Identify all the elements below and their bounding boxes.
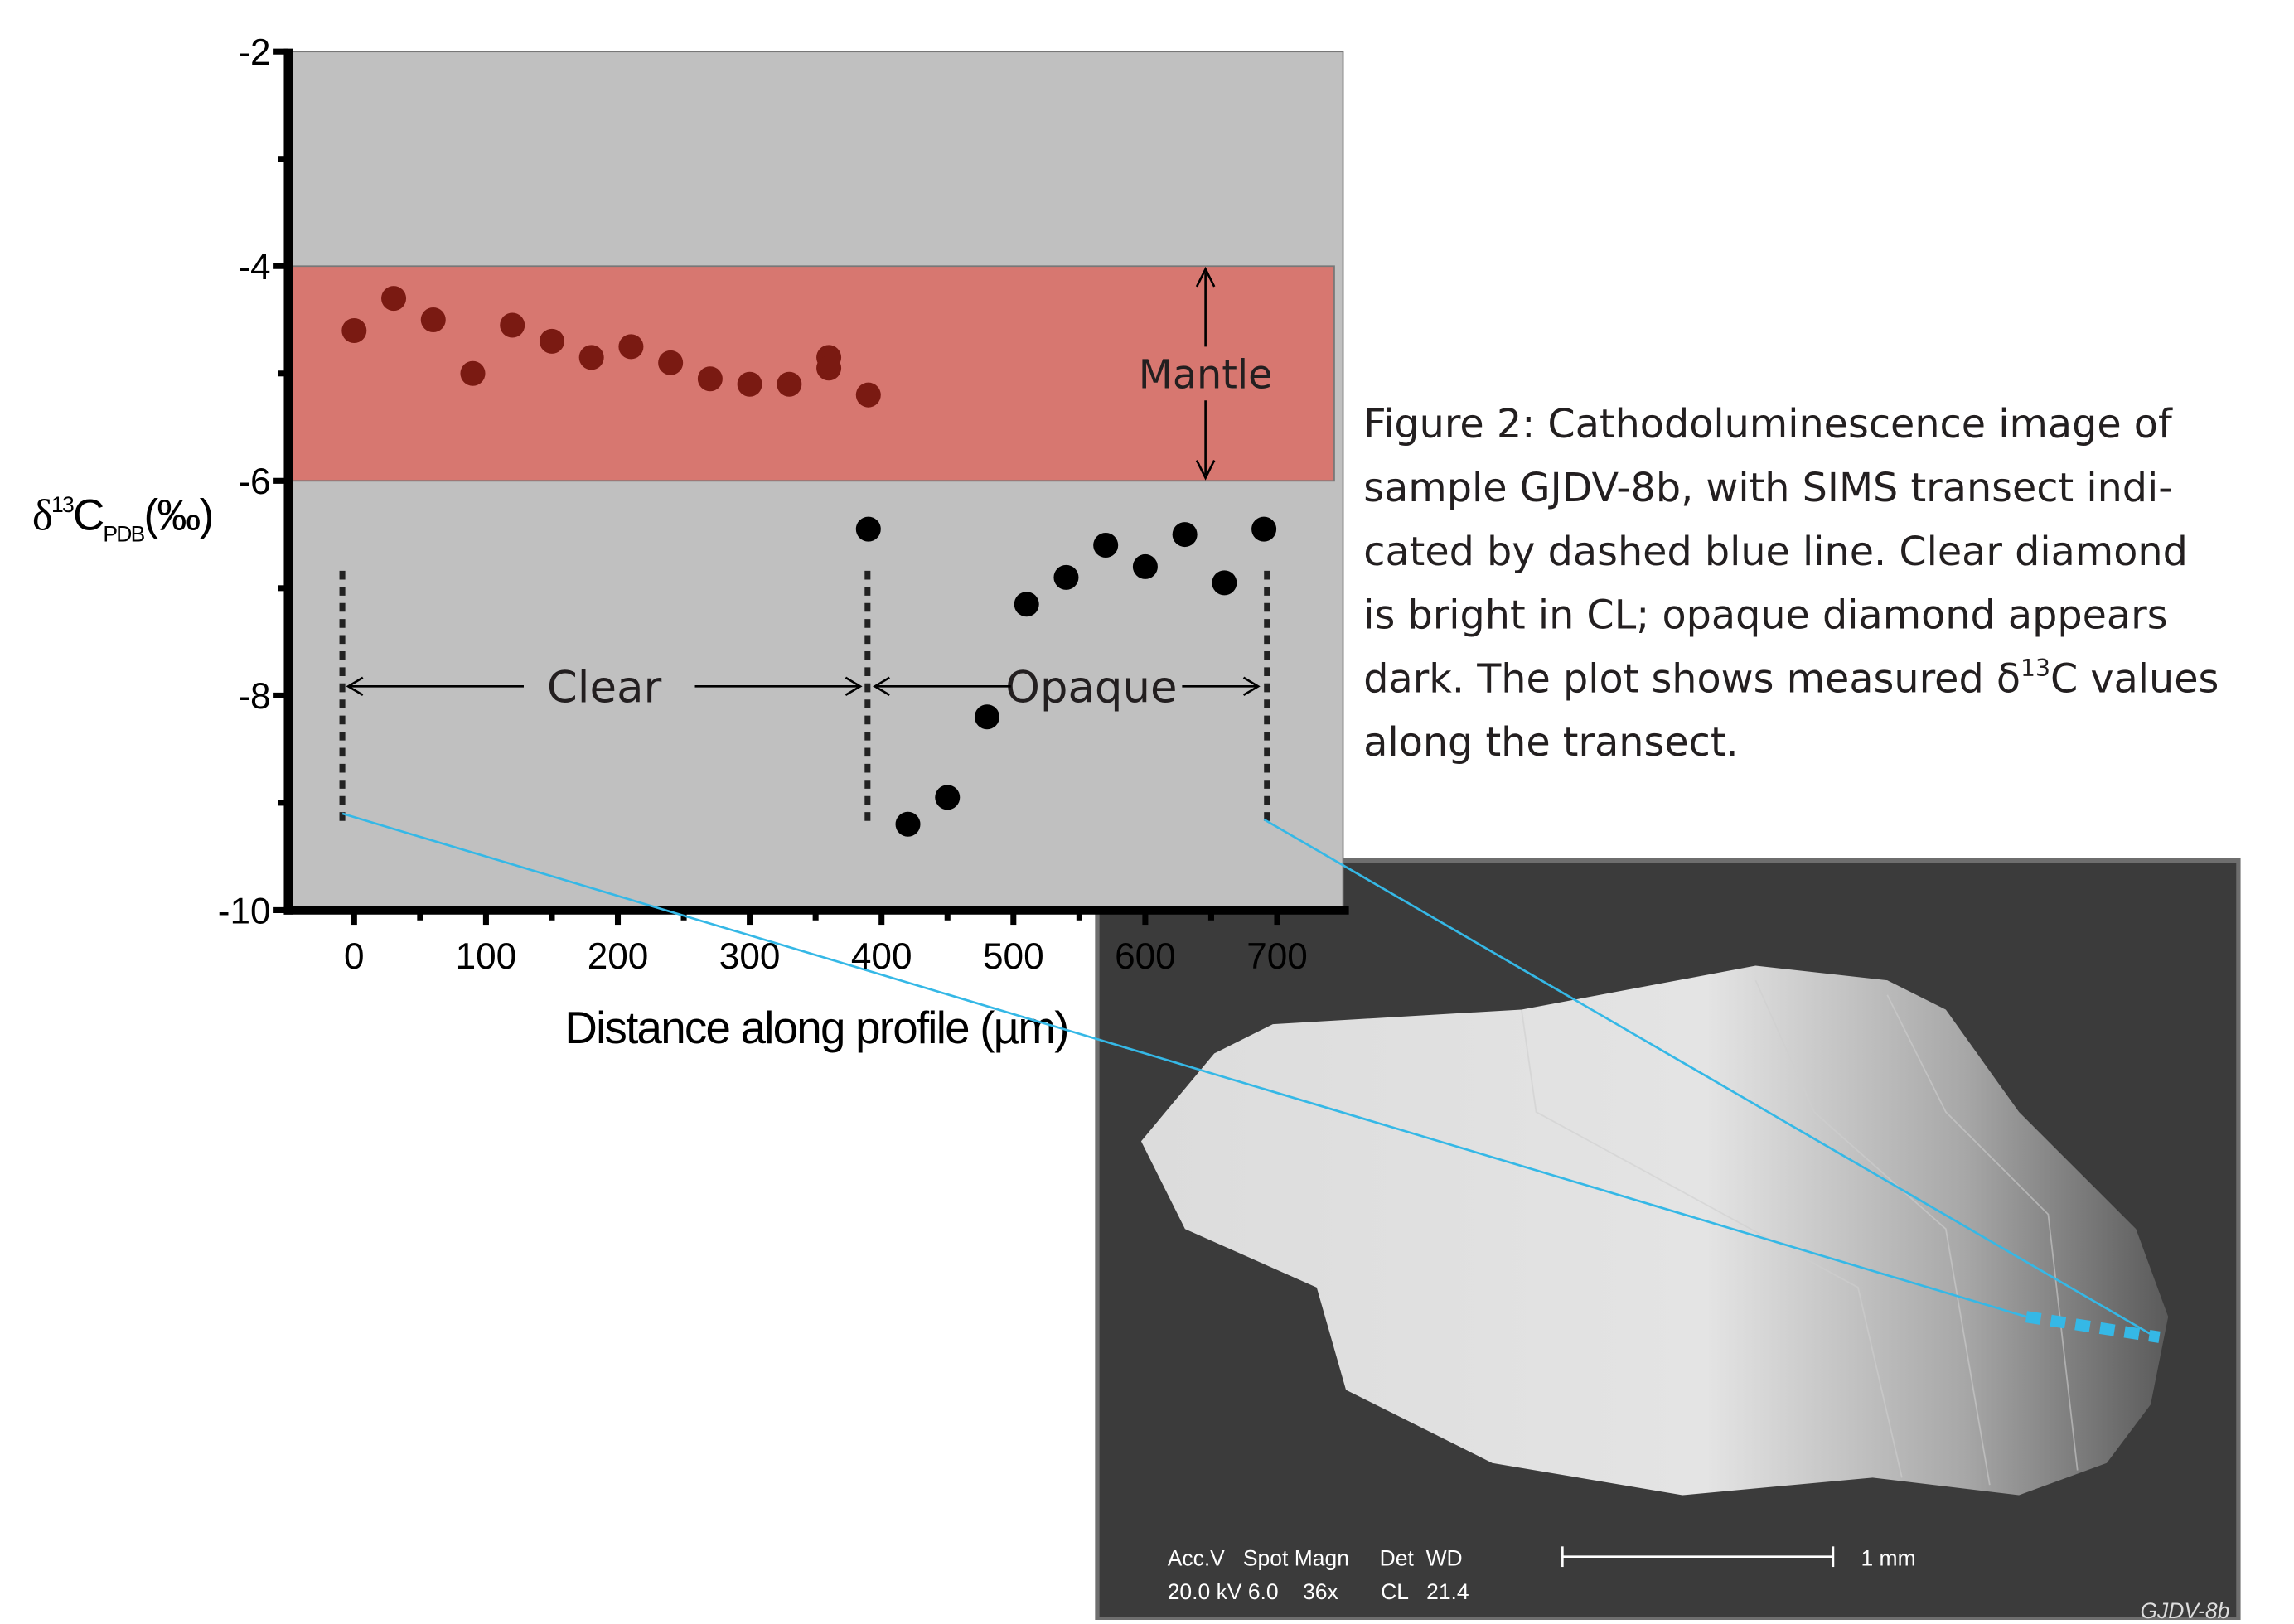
caption-sup: 13 <box>2021 655 2050 682</box>
y-label-main: C <box>73 491 104 539</box>
data-point <box>1251 517 1276 542</box>
data-point <box>618 334 643 359</box>
data-point <box>935 785 960 810</box>
caption-line: cated by dashed blue line. Clear diamond <box>1363 529 2188 575</box>
data-point <box>856 517 881 542</box>
y-tick-label: -4 <box>238 247 270 288</box>
data-point <box>816 355 841 380</box>
data-point <box>1093 533 1118 558</box>
x-tick-label: 600 <box>1115 936 1176 977</box>
image-values: 20.0 kV 6.0 36x CL 21.4 <box>1168 1579 1469 1604</box>
data-point <box>1212 570 1237 595</box>
data-point <box>421 307 446 332</box>
y-label-symbol: δ <box>32 491 51 539</box>
data-point <box>540 329 564 354</box>
data-point <box>500 312 525 337</box>
data-point <box>381 286 406 311</box>
caption-line: Figure 2: Cathodoluminescence image of <box>1363 402 2173 447</box>
sample-label: GJDV-8b <box>2140 1598 2229 1620</box>
data-point <box>460 361 485 386</box>
data-point <box>658 350 683 375</box>
figure: Acc.V Spot Magn Det WD 20.0 kV 6.0 36x C… <box>0 0 2294 1620</box>
y-tick-label: -10 <box>218 891 271 931</box>
data-point <box>1173 522 1198 547</box>
x-tick-label: 500 <box>983 936 1044 977</box>
data-point <box>777 372 801 397</box>
y-label-sup: 13 <box>51 492 74 517</box>
band-label: Mantle <box>1139 352 1273 398</box>
x-axis-label: Distance along profile (µm) <box>564 1002 1067 1053</box>
x-tick-label: 400 <box>851 936 912 977</box>
caption-text: C values <box>2050 656 2219 702</box>
caption-line: dark. The plot shows measured δ13C value… <box>1363 655 2219 702</box>
data-point <box>856 383 881 408</box>
data-point <box>698 366 723 391</box>
caption: Figure 2: Cathodoluminescence image of sa… <box>1363 402 2219 766</box>
caption-text: is bright in CL; opaque diamond appears <box>1363 593 2167 639</box>
data-point <box>975 704 999 729</box>
data-point <box>738 372 762 397</box>
caption-line: along the transect. <box>1363 720 1738 766</box>
caption-text: along the transect. <box>1363 720 1738 766</box>
y-axis-label: δ13CPDB(‰) <box>32 491 213 546</box>
x-tick-label: 200 <box>588 936 649 977</box>
y-label-unit: (‰) <box>144 491 213 539</box>
data-point <box>579 345 604 370</box>
y-tick-label: -6 <box>238 462 270 502</box>
x-tick-label: 700 <box>1246 936 1308 977</box>
region-label: Opaque <box>1005 663 1177 713</box>
x-tick-label: 100 <box>456 936 517 977</box>
data-point <box>1014 592 1039 616</box>
scale-label: 1 mm <box>1861 1545 1915 1570</box>
region-label: Clear <box>547 663 662 713</box>
caption-text: cated by dashed blue line. Clear diamond <box>1363 529 2188 575</box>
caption-text: sample GJDV-8b, with SIMS transect indi- <box>1363 466 2172 511</box>
data-point <box>1133 554 1158 579</box>
caption-text: dark. The plot shows measured δ <box>1363 656 2021 702</box>
data-point <box>896 812 921 837</box>
caption-text: Figure 2: Cathodoluminescence image of <box>1363 402 2173 447</box>
caption-line: sample GJDV-8b, with SIMS transect indi- <box>1363 466 2172 511</box>
data-point <box>341 318 366 343</box>
image-header: Acc.V Spot Magn Det WD <box>1168 1545 1463 1570</box>
caption-line: is bright in CL; opaque diamond appears <box>1363 593 2167 639</box>
y-label-sub: PDB <box>103 522 144 547</box>
x-tick-label: 0 <box>344 936 365 977</box>
y-tick-label: -8 <box>238 676 270 717</box>
data-point <box>1053 565 1078 590</box>
y-tick-label: -2 <box>238 32 270 73</box>
page: Acc.V Spot Magn Det WD 20.0 kV 6.0 36x C… <box>0 0 2294 1620</box>
